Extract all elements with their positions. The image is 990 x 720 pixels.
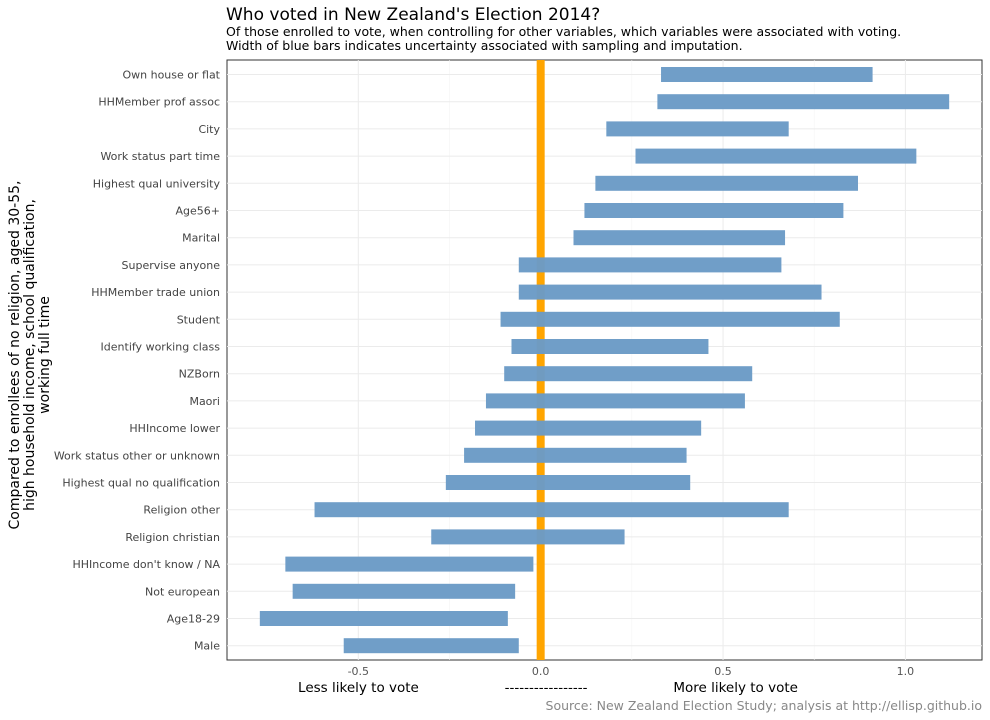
bar-17 [431, 529, 625, 545]
category-label-13: HHIncome lower [129, 422, 220, 435]
category-label-21: Male [194, 640, 220, 653]
bar-8 [518, 284, 822, 300]
category-label-8: HHMember trade union [91, 286, 220, 299]
category-label-20: Age18-29 [167, 613, 220, 626]
bar-0 [661, 67, 873, 82]
category-label-0: Own house or flat [122, 69, 220, 82]
y-axis-title-line-3: working full time [37, 296, 53, 414]
bar-12 [485, 393, 745, 409]
bar-series [259, 60, 950, 660]
bar-6 [573, 230, 786, 246]
category-label-5: Age56+ [176, 205, 221, 218]
category-label-17: Religion christian [125, 531, 220, 544]
bar-21 [343, 638, 519, 654]
bar-15 [445, 475, 691, 490]
category-label-2: City [198, 123, 220, 136]
bar-2 [606, 121, 789, 137]
y-axis-category-labels: Own house or flat HHMember prof assoc City… [54, 69, 221, 653]
bar-5 [584, 203, 844, 218]
bar-13 [475, 420, 702, 436]
chart-caption: Source: New Zealand Election Study; anal… [546, 698, 982, 713]
bar-10 [511, 339, 709, 354]
category-label-7: Supervise anyone [122, 259, 221, 272]
category-label-18: HHIncome don't know / NA [72, 558, 220, 571]
category-label-19: Not european [145, 585, 220, 598]
category-label-1: HHMember prof assoc [98, 96, 220, 109]
category-label-9: Student [177, 313, 221, 326]
bar-7 [518, 257, 782, 273]
bar-4 [595, 175, 858, 191]
panel-border [226, 59, 983, 661]
chart-subtitle-line-1: Of those enrolled to vote, when controll… [226, 24, 901, 39]
x-tick-label-2: 0.5 [714, 665, 732, 678]
x-tick-label-3: 1.0 [897, 665, 915, 678]
category-label-14: Work status other or unknown [54, 449, 220, 462]
y-axis-title: Compared to enrollees of no religion, ag… [7, 181, 53, 530]
category-label-11: NZBorn [179, 368, 220, 381]
category-label-3: Work status part time [100, 150, 220, 163]
category-label-15: Highest qual no qualification [62, 477, 220, 490]
y-axis-title-line-1: Compared to enrollees of no religion, ag… [7, 181, 23, 530]
bar-9 [500, 311, 840, 327]
x-axis-tick-labels: -0.5 0.0 0.5 1.0 [348, 665, 915, 678]
bar-18 [285, 556, 534, 572]
category-label-10: Identify working class [101, 341, 221, 354]
bar-16 [314, 502, 789, 518]
bar-14 [464, 447, 687, 463]
y-axis-title-line-2: high household income, school qualificat… [22, 199, 38, 511]
bar-3 [635, 148, 917, 164]
chart-subtitle-line-2: Width of blue bars indicates uncertainty… [226, 38, 743, 53]
bar-19 [292, 583, 516, 599]
x-tick-label-1: 0.0 [532, 665, 550, 678]
bar-20 [259, 611, 508, 626]
chart-title: Who voted in New Zealand's Election 2014… [226, 5, 600, 25]
bar-1 [657, 94, 950, 110]
x-tick-label-0: -0.5 [348, 665, 369, 678]
category-label-12: Maori [189, 395, 220, 408]
category-label-16: Religion other [143, 504, 220, 517]
category-label-6: Marital [182, 232, 220, 245]
plot-area: Own house or flat HHMember prof assoc City… [54, 59, 983, 678]
bar-11 [504, 366, 753, 382]
x-axis-title: Less likely to vote ----------------- Mo… [298, 680, 798, 696]
category-label-4: Highest qual university [93, 177, 221, 190]
